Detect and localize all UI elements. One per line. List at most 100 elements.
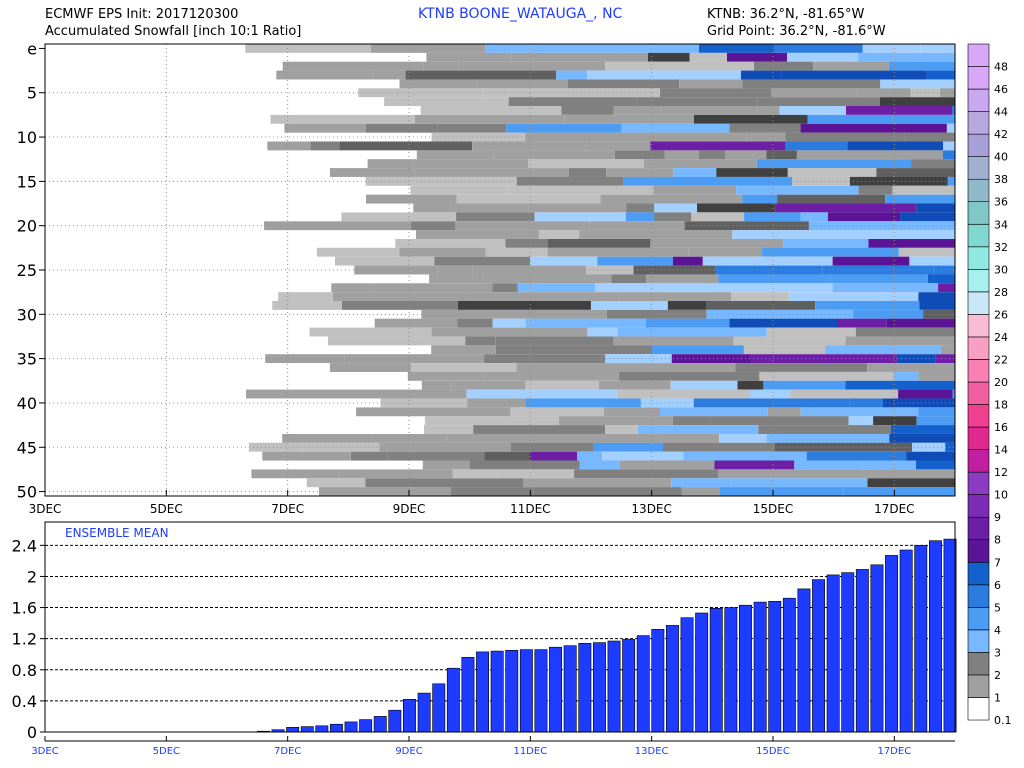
scale-swatch: [967, 359, 990, 383]
member-cell: [671, 478, 732, 488]
member-cell: [533, 487, 682, 496]
member-cell: [484, 354, 605, 364]
member-cell: [458, 61, 606, 71]
heatmap-xtick-label: 17DEC: [874, 502, 914, 516]
heatmap-ytick-label: 30: [17, 305, 37, 324]
member-cell: [354, 265, 438, 275]
member-cell: [775, 442, 913, 452]
scale-swatch: [967, 156, 990, 180]
member-cell: [485, 247, 548, 257]
member-cell: [729, 123, 801, 133]
member-cell: [843, 487, 955, 496]
member-cell: [616, 389, 750, 399]
member-cell: [898, 389, 953, 399]
mean-xtick-label: 17DEC: [877, 746, 911, 757]
heatmap-ytick-label: 10: [17, 128, 37, 147]
member-cell: [328, 336, 466, 346]
member-cell: [636, 97, 758, 107]
member-cell: [339, 469, 453, 479]
member-cell: [796, 150, 943, 160]
member-cell: [725, 150, 767, 160]
member-cell: [681, 487, 720, 496]
member-cell: [763, 380, 846, 390]
member-cell: [544, 327, 588, 337]
member-cell: [644, 159, 757, 169]
member-cell: [807, 114, 955, 124]
member-cell: [262, 451, 351, 461]
member-cell: [940, 345, 955, 355]
mean-bar: [841, 572, 855, 733]
member-cell: [600, 194, 743, 204]
ensemble-mean-plot: 0 0.4 0.8 1.2 1.6 2 2.4 ENSEMBLE MEAN 3DEC 5DEC 7D…: [12, 521, 957, 757]
member-cell: [947, 176, 955, 186]
member-cell: [605, 354, 672, 364]
member-cell: [414, 168, 569, 177]
member-cell: [846, 106, 953, 115]
scale-swatch: [967, 224, 990, 248]
member-cell: [640, 398, 694, 408]
member-cell: [911, 159, 955, 169]
member-cell: [742, 194, 778, 204]
mean-xtick-label: 13DEC: [635, 746, 669, 757]
member-cell: [581, 434, 720, 443]
member-cell: [750, 389, 790, 399]
member-cell: [587, 70, 742, 80]
member-cell: [413, 159, 528, 169]
member-cell: [767, 407, 801, 417]
mean-bar: [812, 579, 826, 733]
member-cell: [341, 301, 458, 310]
member-cell: [684, 221, 809, 231]
member-cell: [341, 212, 457, 222]
member-cell: [457, 318, 493, 328]
heatmap-ytick-label: 40: [17, 394, 37, 413]
member-cell: [945, 442, 955, 452]
member-cell: [757, 97, 880, 107]
member-cell: [918, 292, 955, 302]
member-cell: [372, 70, 406, 80]
scale-label: 18: [994, 399, 1008, 412]
member-cell: [759, 371, 894, 381]
mean-bar: [607, 640, 621, 733]
member-cell: [727, 52, 788, 62]
member-cell: [399, 247, 486, 257]
member-cell: [329, 363, 411, 372]
member-cell: [424, 425, 474, 434]
member-cell: [633, 265, 715, 275]
scale-label: 44: [994, 106, 1008, 119]
mean-bar: [432, 683, 446, 733]
scale-label: 32: [994, 241, 1008, 254]
member-cell: [892, 185, 955, 195]
mean-xtick-label: 5DEC: [153, 746, 180, 757]
member-cell: [282, 434, 329, 443]
heatmap-ytick-label: 50: [17, 483, 37, 502]
member-cell: [890, 425, 955, 434]
member-cell: [853, 309, 924, 319]
mean-bar: [519, 649, 533, 733]
member-cell: [879, 97, 955, 107]
heatmap-xtick-label: 13DEC: [631, 502, 671, 516]
member-cell: [469, 460, 580, 470]
member-cell: [483, 274, 612, 284]
member-cell: [525, 398, 641, 408]
member-cell: [595, 283, 690, 293]
member-cell: [331, 283, 372, 293]
scale-label: 30: [994, 263, 1008, 276]
member-cell: [387, 451, 485, 461]
scale-swatch: [967, 246, 990, 270]
mean-bar: [402, 698, 416, 733]
member-cell: [741, 70, 782, 80]
member-cell: [251, 469, 340, 479]
member-cell: [919, 301, 955, 310]
member-cell: [347, 389, 467, 399]
member-cell: [862, 44, 921, 53]
member-cell: [424, 416, 559, 426]
member-cell: [683, 451, 807, 461]
member-cell: [744, 212, 801, 222]
scale-label: 16: [994, 421, 1008, 434]
member-cell: [407, 371, 484, 381]
member-cell: [766, 150, 797, 160]
mean-bar: [636, 635, 650, 733]
member-cell: [483, 371, 620, 381]
member-cell: [693, 398, 850, 408]
scale-label: 40: [994, 151, 1008, 164]
